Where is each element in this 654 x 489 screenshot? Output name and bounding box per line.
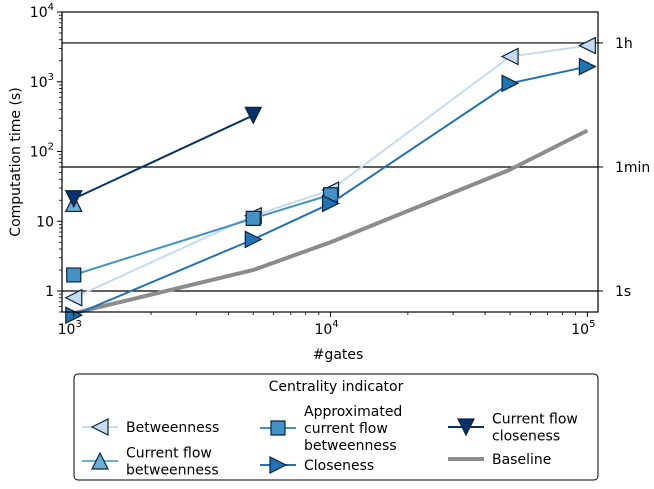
x-axis-label: #gates xyxy=(313,347,364,363)
data-point xyxy=(578,36,596,55)
data-point xyxy=(245,210,261,226)
data-point xyxy=(64,288,83,307)
data-point xyxy=(91,451,109,470)
y-axis-label: Computation time (s) xyxy=(8,87,24,236)
x-tick-label: 104 xyxy=(314,319,338,338)
legend-label: betweenness xyxy=(304,438,397,454)
series-betweenness xyxy=(64,36,596,307)
series-baseline xyxy=(73,128,589,316)
data-point xyxy=(66,267,82,283)
data-point xyxy=(578,57,597,76)
legend-label: Current flow xyxy=(492,412,578,428)
data-point xyxy=(90,418,109,436)
reference-label: 1min xyxy=(615,160,650,176)
data-point xyxy=(457,418,475,437)
legend-label: Approximated xyxy=(304,404,402,420)
reference-label: 1s xyxy=(615,284,631,300)
data-point xyxy=(244,230,263,249)
legend: Centrality indicator Betweenness Current … xyxy=(73,373,599,481)
data-point xyxy=(501,74,520,93)
series-current-flow-closeness xyxy=(64,106,263,209)
legend-label: Closeness xyxy=(304,458,374,474)
legend-label: closeness xyxy=(492,429,560,445)
data-point xyxy=(270,420,286,436)
series-line xyxy=(73,193,331,276)
data-point xyxy=(269,456,288,474)
legend-item: Baseline xyxy=(448,452,551,468)
legend-label: Current flow xyxy=(126,446,212,462)
legend-item: Closeness xyxy=(260,456,374,474)
x-tick-label: 105 xyxy=(571,319,595,338)
legend-title: Centrality indicator xyxy=(269,379,404,395)
reference-lines: 1s 1min 1h xyxy=(62,36,650,300)
data-point xyxy=(321,194,340,213)
reference-label: 1h xyxy=(615,36,633,52)
series-line xyxy=(73,128,589,316)
data-point xyxy=(500,47,519,66)
y-tick-label: 103 xyxy=(30,72,54,91)
data-point xyxy=(244,106,263,125)
series-layer xyxy=(64,36,597,325)
x-tick-label: 103 xyxy=(58,319,82,338)
axes: 103 104 105 1 10 102 103 104 xyxy=(30,2,599,338)
legend-label: betweenness xyxy=(126,463,219,479)
legend-item: Betweenness xyxy=(82,418,219,436)
y-tick-label: 10 xyxy=(36,214,54,230)
legend-label: Betweenness xyxy=(126,420,219,436)
y-tick-label: 104 xyxy=(30,2,54,21)
y-tick-label: 1 xyxy=(45,284,54,300)
data-point xyxy=(64,190,83,209)
legend-label: Baseline xyxy=(492,452,551,468)
legend-box xyxy=(73,373,599,481)
y-tick-label: 102 xyxy=(30,142,54,161)
series-line xyxy=(73,114,254,200)
legend-label: current flow xyxy=(304,421,388,437)
